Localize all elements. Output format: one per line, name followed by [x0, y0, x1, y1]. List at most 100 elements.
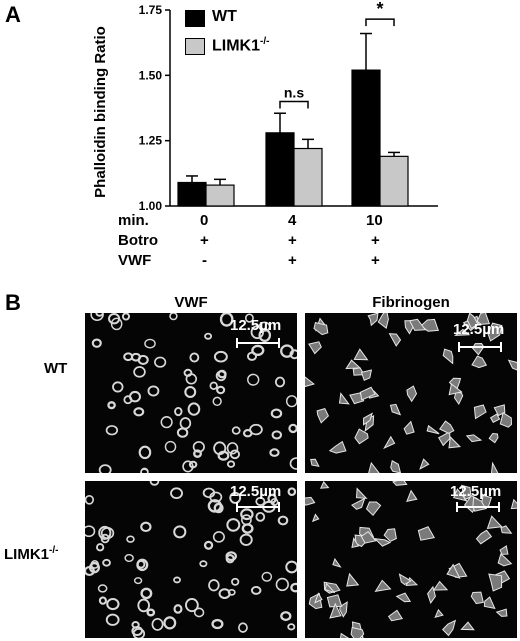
platelet-cell [261, 571, 273, 582]
platelet-cell [110, 317, 123, 331]
platelet-cell [490, 461, 499, 473]
platelet-cell [497, 553, 513, 567]
platelet-cell [244, 313, 254, 323]
annotation-ns-label: n.s [284, 84, 304, 100]
scale-bar-label: 12.5µm [450, 483, 502, 500]
platelet-cell [123, 352, 134, 362]
bar-limk1-10 [379, 155, 409, 207]
platelet-cell [417, 526, 435, 541]
platelet-cell [95, 313, 104, 317]
platelet-cell [373, 538, 392, 547]
annotation-ns-bracket [279, 100, 309, 109]
bar-limk1-0 [205, 184, 235, 207]
platelet-cell [174, 407, 183, 417]
platelet-cell [97, 584, 108, 593]
platelet-cell [448, 383, 463, 396]
scale-bar [458, 342, 502, 352]
platelet-cell [403, 420, 415, 435]
platelet-cell [487, 322, 503, 342]
platelet-cell [137, 354, 149, 365]
platelet-cell [388, 333, 402, 347]
bar-limk1-4 [293, 147, 323, 207]
platelet-cell [420, 318, 439, 332]
platelet-cell [280, 344, 294, 358]
platelet-cell [488, 573, 503, 592]
y-tick-label: 1.25 [139, 134, 163, 148]
platelet-cell [258, 328, 272, 342]
platelet-cell [419, 458, 430, 470]
platelet-cell [489, 413, 501, 423]
platelet-cell [499, 545, 509, 555]
panel-b-label: B [5, 290, 21, 315]
platelet-cell [465, 434, 483, 443]
platelet-cell [188, 460, 198, 469]
platelet-cell [377, 313, 389, 329]
platelet-cell [390, 460, 402, 473]
platelet-cell [225, 551, 237, 562]
y-tick-label: 1.00 [139, 199, 163, 213]
platelet-cell [460, 621, 475, 631]
platelet-cell [351, 537, 360, 549]
platelet-cell [124, 553, 134, 563]
platelet-cell [238, 622, 248, 633]
platelet-cell [448, 435, 461, 449]
platelet-cell [427, 585, 436, 604]
platelet-cell [193, 449, 202, 458]
platelet-cell [453, 391, 464, 405]
row-title-wt: WT [44, 360, 68, 377]
platelet-cell [247, 373, 260, 386]
column-title-vwf: VWF [174, 294, 208, 311]
platelet-cell [85, 525, 96, 538]
platelet-cell [274, 376, 286, 388]
platelet-cell [133, 577, 143, 585]
platelet-cell [173, 525, 187, 539]
platelet-cell [185, 373, 198, 385]
platelet-cell [154, 356, 167, 368]
platelet-cell [353, 348, 369, 361]
platelet-cell [219, 313, 234, 327]
legend-swatch-limk1 [185, 38, 205, 55]
platelet-cell [212, 531, 225, 543]
platelet-cell [189, 352, 200, 363]
platelet-cell [173, 604, 183, 614]
platelet-cell [199, 560, 208, 568]
platelet-cell [351, 497, 366, 510]
platelet-cell [249, 423, 263, 436]
platelet-cell [102, 558, 111, 567]
platelet-cell [231, 577, 240, 586]
platelet-cell [287, 623, 296, 631]
platelet-cell [105, 425, 119, 436]
platelet-cell [250, 325, 265, 340]
platelet-cell [90, 560, 99, 569]
platelet-cell [251, 344, 265, 357]
condition-label-min: min. [118, 212, 149, 229]
chart-bars [177, 32, 409, 207]
platelet-cell [277, 515, 289, 526]
platelet-cell [163, 616, 177, 630]
condition-botro-0: + [200, 232, 209, 249]
platelet-cell [359, 386, 376, 401]
platelet-cell [136, 560, 146, 569]
platelet-cell [267, 493, 277, 504]
platelet-cell [151, 617, 164, 631]
platelet-cell [470, 591, 484, 605]
micrograph-wt-fibrinogen: 12.5µm [305, 313, 517, 473]
platelet-cell [461, 484, 472, 500]
platelet-cell [360, 369, 373, 381]
platelet-cell [160, 416, 173, 429]
platelet-cell [204, 332, 213, 340]
legend-label-wt: WT [212, 8, 237, 25]
platelet-cell [340, 632, 350, 638]
platelet-cell [98, 525, 112, 540]
platelet-cell [255, 511, 266, 522]
platelet-cell [387, 609, 404, 622]
platelet-cell [271, 430, 283, 440]
platelet-cell [149, 481, 160, 486]
platelet-cell [217, 369, 227, 379]
platelet-cell [91, 338, 102, 348]
micrograph-limk1-vwf: 12.5µm [85, 481, 297, 638]
platelet-cell [146, 608, 156, 617]
platelet-cell [226, 460, 236, 468]
platelet-cell [383, 435, 396, 450]
platelet-cell [218, 588, 231, 600]
